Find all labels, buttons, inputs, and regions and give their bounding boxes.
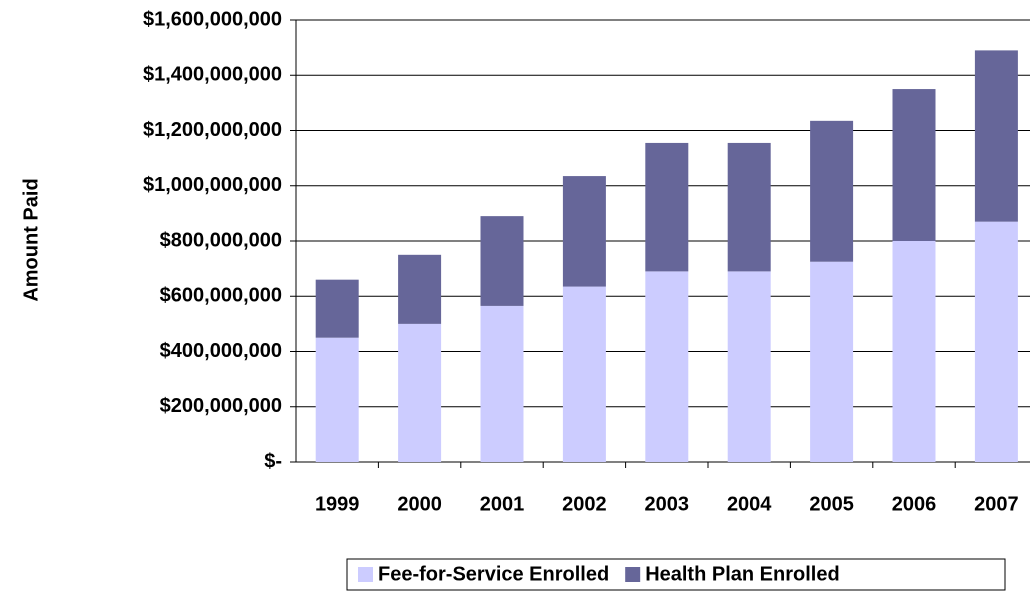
x-tick-label: 2007 [974,493,1019,515]
y-tick-label: $600,000,000 [160,285,282,307]
legend-swatch [625,567,641,582]
bar-segment [974,50,1018,222]
y-tick-label: $- [264,450,282,472]
bar-segment [727,271,771,462]
bar-segment [645,271,689,462]
y-tick-label: $200,000,000 [160,395,282,417]
legend-label: Health Plan Enrolled [645,563,839,585]
bar-segment [974,221,1018,462]
y-tick-label: $1,400,000,000 [143,64,282,86]
legend-label: Fee-for-Service Enrolled [378,563,609,585]
bar-segment [480,216,524,306]
legend-swatch [358,567,373,582]
bar-segment [562,176,606,287]
x-tick-label: 2001 [480,493,525,515]
y-axis-label: Amount Paid [20,178,42,301]
bar-segment [810,120,854,262]
legend-box [346,558,1006,591]
y-tick-label: $1,000,000,000 [143,174,282,196]
bar-segment [480,305,524,462]
y-tick-label: $1,600,000,000 [143,8,282,30]
x-tick-label: 2006 [892,493,937,515]
y-tick-label: $1,200,000,000 [143,119,282,141]
x-tick-label: 2004 [727,493,772,515]
y-tick-label: $800,000,000 [160,229,282,251]
x-tick-label: 2005 [809,493,854,515]
bar-segment [398,254,442,324]
bar-segment [892,89,936,241]
bar-segment [810,261,854,462]
bar-segment [315,337,359,462]
x-tick-label: 2000 [397,493,442,515]
bar-segment [562,286,606,462]
bar-segment [892,241,936,462]
y-tick-label: $400,000,000 [160,340,282,362]
x-tick-label: 2002 [562,493,607,515]
x-tick-label: 1999 [315,493,360,515]
x-tick-label: 2003 [645,493,690,515]
bar-segment [727,142,771,272]
bar-segment [398,323,442,462]
bar-segment [315,279,359,338]
bar-segment [645,142,689,272]
